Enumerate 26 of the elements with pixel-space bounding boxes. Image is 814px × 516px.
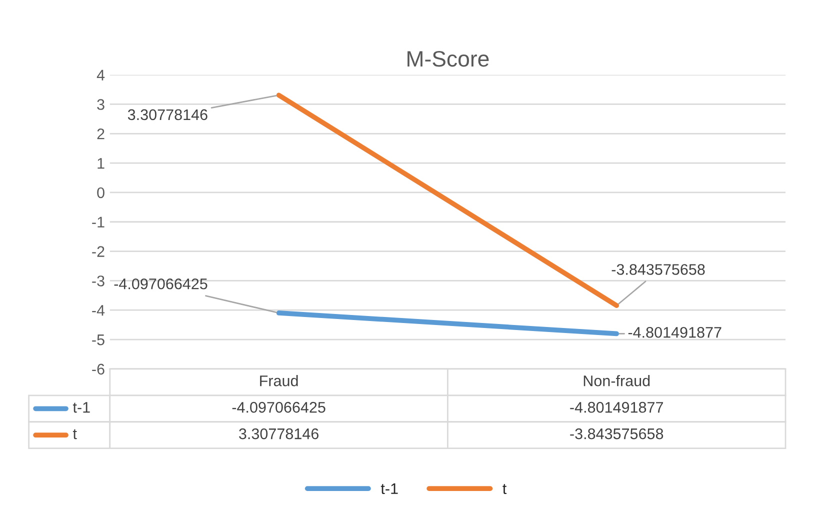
x-tick-label: Non-fraud — [584, 375, 650, 386]
text: -4.097066425 — [114, 278, 208, 290]
legend-label: t-1 — [380, 483, 398, 494]
data-label: 3.30778146 — [239, 428, 318, 440]
y-tick-label: -2 — [92, 246, 104, 257]
chart-title: M-Score — [408, 50, 489, 67]
text: t-1 — [72, 402, 90, 413]
y-tick-label: -3 — [92, 276, 104, 286]
y-tick-label: -5 — [92, 334, 104, 346]
y-tick-label: -4 — [92, 305, 105, 316]
y-tick-label: 0 — [97, 187, 104, 198]
y-tick-label: -1 — [92, 216, 104, 228]
y-tick-label: 1 — [98, 158, 104, 169]
x-tick-label: Fraud — [260, 375, 298, 386]
y-tick-label: 3 — [97, 99, 104, 110]
y-tick-label: -6 — [92, 364, 104, 375]
data-label: -3.843575658 — [570, 428, 664, 440]
y-tick-label: 4 — [96, 70, 105, 80]
data-label: -4.097066425 — [232, 402, 326, 413]
text: 3.30778146 — [128, 109, 208, 120]
data-label: -4.801491877 — [570, 402, 663, 413]
y-tick-label: 2 — [97, 128, 104, 140]
text: -4.801491877 — [628, 326, 722, 338]
text: t — [72, 429, 77, 440]
text: -3.843575658 — [612, 264, 705, 275]
legend-label: t — [502, 484, 507, 494]
